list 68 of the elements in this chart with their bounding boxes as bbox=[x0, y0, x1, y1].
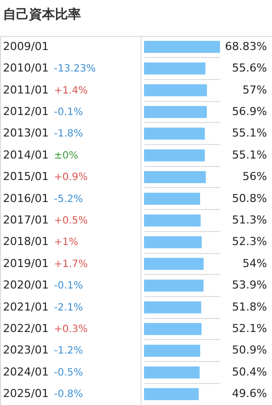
text: -2.1% bbox=[54, 302, 84, 314]
bar bbox=[144, 62, 206, 75]
bar bbox=[144, 236, 202, 248]
bar bbox=[144, 258, 204, 270]
y-tick-label: 2010/01 bbox=[3, 62, 49, 75]
data-label: 55.1% bbox=[232, 148, 267, 162]
text: -0.5% bbox=[54, 367, 84, 378]
text: ±0% bbox=[54, 150, 78, 162]
bar bbox=[144, 128, 205, 140]
y-tick-label: 2014/01 bbox=[3, 148, 49, 162]
chart-title: 自己資本比率 bbox=[3, 6, 81, 22]
y-tick-label: 2017/01 bbox=[3, 214, 49, 226]
data-label: 56% bbox=[242, 170, 267, 184]
y-tick-label: 2012/01 bbox=[3, 104, 49, 118]
data-label: 52.1% bbox=[232, 322, 267, 336]
bar bbox=[144, 280, 204, 292]
text: +1% bbox=[54, 237, 78, 248]
text: -0.8% bbox=[54, 389, 84, 400]
text: -1.8% bbox=[54, 128, 84, 140]
bar bbox=[144, 323, 202, 336]
bar bbox=[144, 344, 200, 357]
y-tick-label: 2025/01 bbox=[3, 387, 49, 400]
data-label: 56.9% bbox=[232, 104, 267, 118]
y-tick-label: 2022/01 bbox=[3, 322, 49, 336]
bar bbox=[144, 149, 205, 162]
text: -0.1% bbox=[54, 106, 84, 118]
bar bbox=[144, 40, 220, 53]
y-tick-label: 2021/01 bbox=[3, 300, 49, 314]
data-label: 55.6% bbox=[232, 62, 267, 75]
y-tick-label: 2013/01 bbox=[3, 126, 49, 140]
y-tick-label: 2024/01 bbox=[3, 365, 49, 378]
data-label: 51.3% bbox=[232, 214, 267, 226]
data-label: 54% bbox=[242, 256, 267, 270]
y-tick-label: 2023/01 bbox=[3, 344, 49, 357]
bar bbox=[144, 214, 201, 226]
bar bbox=[144, 171, 206, 184]
data-label: 50.8% bbox=[232, 192, 267, 205]
text: -0.1% bbox=[54, 280, 84, 292]
text: -13.23% bbox=[54, 64, 96, 75]
data-label: 50.4% bbox=[232, 365, 267, 378]
y-tick-label: 2009/01 bbox=[3, 40, 49, 53]
text: -1.2% bbox=[54, 346, 84, 357]
bar bbox=[144, 106, 207, 118]
y-tick-label: 2018/01 bbox=[3, 235, 49, 248]
data-label: 53.9% bbox=[232, 278, 267, 292]
y-tick-label: 2020/01 bbox=[3, 278, 49, 292]
data-label: 57% bbox=[242, 83, 267, 96]
data-label: 55.1% bbox=[232, 126, 267, 140]
data-label: 50.9% bbox=[232, 344, 267, 357]
text: +0.3% bbox=[54, 324, 88, 336]
bar bbox=[144, 301, 202, 314]
text: +1.7% bbox=[54, 258, 88, 270]
text: -5.2% bbox=[54, 194, 84, 205]
data-label: 52.3% bbox=[232, 235, 267, 248]
y-tick-label: 2019/01 bbox=[3, 256, 49, 270]
data-label: 49.6% bbox=[232, 387, 267, 400]
bar bbox=[144, 388, 199, 400]
text: +0.5% bbox=[54, 216, 88, 226]
bar bbox=[144, 366, 200, 378]
text: +1.4% bbox=[54, 85, 88, 96]
y-tick-label: 2016/01 bbox=[3, 192, 49, 205]
data-label: 51.8% bbox=[232, 300, 267, 314]
bar bbox=[144, 84, 207, 96]
y-tick-label: 2011/01 bbox=[3, 83, 49, 96]
data-label: 68.83% bbox=[225, 40, 267, 53]
bar bbox=[144, 192, 200, 205]
text: +0.9% bbox=[54, 172, 88, 184]
y-tick-label: 2015/01 bbox=[3, 170, 49, 184]
